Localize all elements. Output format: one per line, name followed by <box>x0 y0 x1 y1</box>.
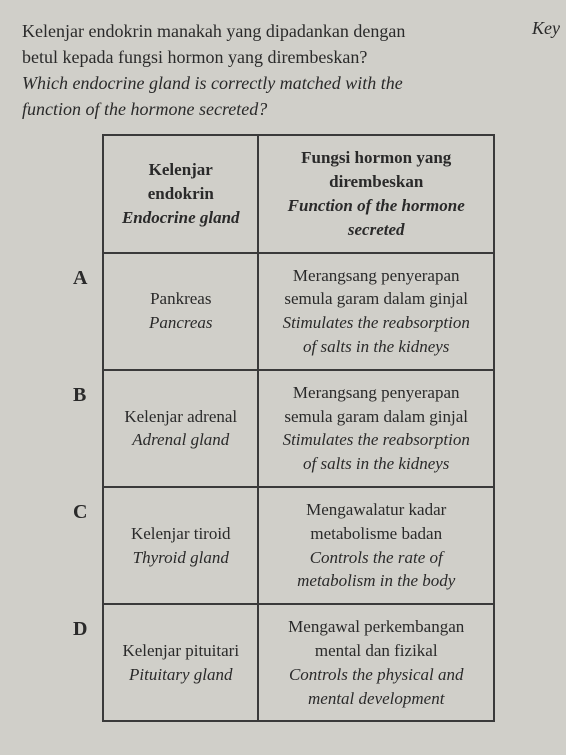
function-cell-b: Merangsang penyerapan semula garam dalam… <box>258 370 494 487</box>
gland-english-b: Adrenal gland <box>132 430 229 449</box>
func-malay-c2: metabolisme badan <box>310 524 442 543</box>
func-english-b1: Stimulates the reabsorption <box>283 430 470 449</box>
header-func-english2: secreted <box>348 220 405 239</box>
option-label-c: C <box>65 487 103 604</box>
header-function: Fungsi hormon yang dirembeskan Function … <box>258 135 494 252</box>
function-cell-a: Merangsang penyerapan semula garam dalam… <box>258 253 494 370</box>
table-container: Kelenjar endokrin Endocrine gland Fungsi… <box>22 134 538 722</box>
gland-malay-b: Kelenjar adrenal <box>124 407 237 426</box>
header-gland-malay1: Kelenjar <box>149 160 213 179</box>
func-malay-c1: Mengawalatur kadar <box>306 500 446 519</box>
func-malay-d1: Mengawal perkembangan <box>288 617 464 636</box>
gland-cell-b: Kelenjar adrenal Adrenal gland <box>103 370 258 487</box>
func-english-a1: Stimulates the reabsorption <box>283 313 470 332</box>
func-malay-a1: Merangsang penyerapan <box>293 266 460 285</box>
gland-malay-d: Kelenjar pituitari <box>122 641 239 660</box>
gland-malay-c: Kelenjar tiroid <box>131 524 231 543</box>
table-row: C Kelenjar tiroid Thyroid gland Mengawal… <box>65 487 494 604</box>
option-label-a: A <box>65 253 103 370</box>
header-label-blank <box>65 135 103 252</box>
func-english-d1: Controls the physical and <box>289 665 464 684</box>
func-english-a2: of salts in the kidneys <box>303 337 449 356</box>
function-cell-c: Mengawalatur kadar metabolisme badan Con… <box>258 487 494 604</box>
question-malay-line2: betul kepada fungsi hormon yang dirembes… <box>22 47 367 67</box>
header-gland: Kelenjar endokrin Endocrine gland <box>103 135 258 252</box>
func-malay-b1: Merangsang penyerapan <box>293 383 460 402</box>
gland-cell-a: Pankreas Pancreas <box>103 253 258 370</box>
gland-english-a: Pancreas <box>149 313 213 332</box>
func-english-c1: Controls the rate of <box>310 548 443 567</box>
table-row: D Kelenjar pituitari Pituitary gland Men… <box>65 604 494 721</box>
option-label-b: B <box>65 370 103 487</box>
gland-malay-a: Pankreas <box>150 289 211 308</box>
function-cell-d: Mengawal perkembangan mental dan fizikal… <box>258 604 494 721</box>
gland-english-d: Pituitary gland <box>129 665 232 684</box>
header-func-malay2: dirembeskan <box>329 172 423 191</box>
func-english-b2: of salts in the kidneys <box>303 454 449 473</box>
answer-table: Kelenjar endokrin Endocrine gland Fungsi… <box>65 134 495 722</box>
table-row: A Pankreas Pancreas Merangsang penyerapa… <box>65 253 494 370</box>
header-func-english1: Function of the hormone <box>288 196 465 215</box>
header-gland-english: Endocrine gland <box>122 208 240 227</box>
question-text: Kelenjar endokrin manakah yang dipadanka… <box>22 18 538 122</box>
side-label: Key <box>532 18 560 39</box>
question-english-line1: Which endocrine gland is correctly match… <box>22 73 403 93</box>
question-english-line2: function of the hormone secreted? <box>22 99 267 119</box>
header-gland-malay2: endokrin <box>148 184 214 203</box>
func-malay-a2: semula garam dalam ginjal <box>284 289 468 308</box>
gland-english-c: Thyroid gland <box>133 548 229 567</box>
table-row: B Kelenjar adrenal Adrenal gland Merangs… <box>65 370 494 487</box>
func-malay-d2: mental dan fizikal <box>315 641 438 660</box>
question-malay-line1: Kelenjar endokrin manakah yang dipadanka… <box>22 21 405 41</box>
table-header-row: Kelenjar endokrin Endocrine gland Fungsi… <box>65 135 494 252</box>
header-func-malay1: Fungsi hormon yang <box>301 148 451 167</box>
func-english-c2: metabolism in the body <box>297 571 455 590</box>
func-malay-b2: semula garam dalam ginjal <box>284 407 468 426</box>
question-malay: Kelenjar endokrin manakah yang dipadanka… <box>22 18 538 70</box>
gland-cell-c: Kelenjar tiroid Thyroid gland <box>103 487 258 604</box>
gland-cell-d: Kelenjar pituitari Pituitary gland <box>103 604 258 721</box>
func-english-d2: mental development <box>308 689 444 708</box>
question-english: Which endocrine gland is correctly match… <box>22 70 538 122</box>
option-label-d: D <box>65 604 103 721</box>
